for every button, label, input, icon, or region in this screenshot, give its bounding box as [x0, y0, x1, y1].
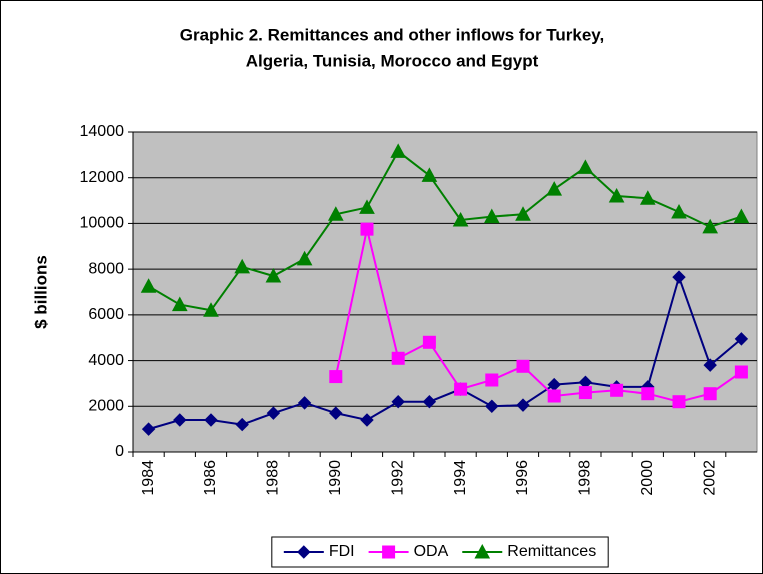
y-tick-label: 0	[115, 443, 124, 460]
marker	[485, 373, 499, 387]
x-tick-label: 2002	[701, 460, 718, 496]
x-tick-label: 1998	[577, 460, 594, 496]
legend-box	[271, 536, 609, 568]
marker	[703, 387, 717, 401]
legend-label: Remittances	[507, 543, 596, 560]
marker	[297, 396, 312, 410]
x-tick-label: 1992	[389, 460, 406, 496]
marker	[672, 395, 686, 409]
marker	[296, 250, 313, 266]
marker	[359, 199, 375, 214]
marker	[608, 187, 625, 203]
legend-label: FDI	[329, 543, 355, 560]
marker	[421, 167, 438, 182]
marker	[639, 190, 656, 205]
marker	[516, 359, 530, 373]
marker	[266, 406, 281, 420]
marker	[672, 270, 686, 284]
x-tick-label: 1994	[452, 460, 469, 496]
marker	[734, 365, 748, 379]
y-tick-label: 4000	[88, 352, 124, 369]
marker	[235, 417, 249, 432]
marker	[422, 395, 437, 409]
marker	[485, 399, 499, 413]
legend-label: ODA	[414, 543, 449, 560]
marker	[234, 258, 251, 274]
marker	[204, 413, 218, 427]
marker	[474, 543, 491, 559]
y-tick-label: 2000	[88, 398, 124, 415]
marker	[327, 206, 344, 221]
chart-title: Graphic 2. Remittances and other inflows…	[180, 25, 604, 44]
marker	[329, 406, 343, 420]
marker	[516, 398, 530, 412]
marker	[547, 389, 561, 403]
x-tick-label: 1996	[514, 460, 531, 496]
y-tick-label: 6000	[88, 306, 124, 323]
marker	[390, 143, 407, 158]
marker	[452, 211, 469, 227]
marker	[703, 358, 717, 372]
y-tick-label: 14000	[80, 123, 125, 140]
marker	[577, 159, 594, 174]
marker	[171, 296, 188, 312]
x-tick-label: 2000	[639, 460, 656, 496]
marker	[382, 545, 396, 559]
x-tick-label: 1986	[202, 460, 219, 496]
marker	[733, 208, 750, 224]
marker	[515, 206, 531, 221]
x-tick-label: 1984	[140, 460, 157, 496]
marker	[329, 370, 343, 384]
legend: FDI ODA Remittances	[271, 536, 609, 568]
marker	[173, 413, 187, 427]
marker	[422, 335, 436, 349]
y-tick-label: 12000	[80, 169, 125, 186]
y-tick-label: 8000	[88, 260, 124, 277]
marker	[454, 382, 468, 396]
marker	[734, 332, 749, 346]
plot-area	[132, 131, 758, 453]
marker	[265, 267, 282, 283]
marker	[578, 386, 592, 400]
marker	[141, 422, 156, 436]
series-line	[148, 149, 742, 312]
chart-title: Algeria, Tunisia, Morocco and Egypt	[246, 51, 539, 70]
marker	[140, 278, 157, 293]
y-tick-label: 10000	[80, 215, 125, 232]
y-axis-label: $ billions	[31, 255, 50, 329]
marker	[671, 203, 687, 219]
marker	[702, 218, 719, 234]
marker	[360, 413, 374, 427]
x-tick-label: 1990	[327, 460, 344, 496]
marker	[391, 395, 405, 409]
marker	[546, 181, 563, 196]
marker	[360, 222, 374, 236]
marker	[297, 545, 311, 559]
marker	[641, 387, 655, 401]
marker	[203, 302, 219, 317]
x-tick-label: 1988	[265, 460, 282, 496]
marker	[610, 383, 624, 397]
marker	[391, 351, 405, 365]
marker	[483, 208, 500, 224]
